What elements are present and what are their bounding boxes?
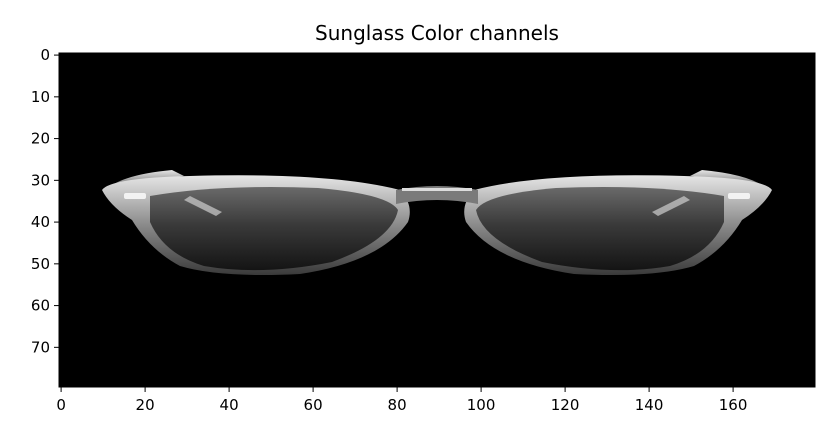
- x-tick-label: 0: [56, 396, 66, 414]
- right-hinge: [728, 193, 750, 199]
- y-tick-label: 60: [31, 297, 50, 315]
- x-tick-label: 20: [136, 396, 155, 414]
- sunglasses-image: [102, 170, 772, 275]
- left-lens-reflection: [184, 196, 222, 216]
- plot-frame: [58, 52, 816, 388]
- y-axis: 0 10 20 30 40 50 60 70: [31, 46, 59, 356]
- y-tick-label: 30: [31, 171, 50, 189]
- x-tick-label: 160: [719, 396, 748, 414]
- x-axis: 0 20 40 60 80 100 120 140 160: [56, 387, 747, 414]
- x-tick-label: 60: [304, 396, 323, 414]
- bridge-highlight: [402, 188, 472, 191]
- left-hinge: [124, 193, 146, 199]
- x-tick-label: 120: [551, 396, 580, 414]
- y-tick-label: 40: [31, 213, 50, 231]
- x-tick-label: 140: [635, 396, 664, 414]
- y-tick-label: 0: [40, 46, 50, 64]
- image-area: [58, 52, 816, 388]
- y-tick-label: 20: [31, 130, 50, 148]
- x-tick-label: 100: [467, 396, 496, 414]
- x-tick-label: 80: [388, 396, 407, 414]
- y-tick-label: 70: [31, 338, 50, 356]
- y-tick-label: 10: [31, 88, 50, 106]
- chart-title: Sunglass Color channels: [315, 21, 559, 45]
- right-lens-reflection: [652, 196, 690, 216]
- x-tick-label: 40: [220, 396, 239, 414]
- y-tick-label: 50: [31, 255, 50, 273]
